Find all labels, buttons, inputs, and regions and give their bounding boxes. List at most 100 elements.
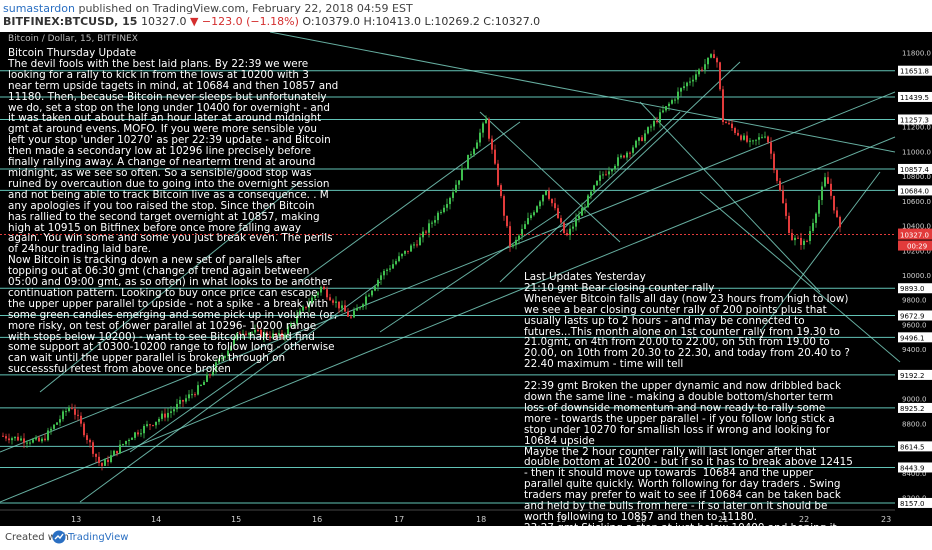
candle-body — [650, 126, 652, 128]
candle-body — [134, 432, 136, 438]
candle-body — [248, 333, 250, 335]
countdown-label: 00:29 — [907, 243, 927, 251]
y-tick-label: 10000.0 — [902, 272, 931, 280]
chart-canvas[interactable]: 11800.0 11200.0 11000.0 10800.0 10600.0 10400… — [0, 32, 932, 526]
candle-body — [707, 57, 709, 65]
candle-body — [179, 399, 181, 404]
update-note-line: 11180. Then, because Bitcoin never sleep… — [8, 90, 327, 103]
candle-body — [791, 232, 793, 241]
candle-body — [773, 153, 775, 171]
candle-body — [443, 207, 445, 213]
y-tick-label: 11800.0 — [902, 49, 931, 57]
candle-body — [587, 195, 589, 208]
tradingview-link[interactable]: TradingView — [68, 532, 129, 543]
current-price-label-bg — [898, 228, 932, 240]
yesterday-note-line: stop under 10270 for smallish loss if wr… — [524, 423, 831, 436]
trend-line — [269, 32, 896, 153]
candle-body — [308, 303, 310, 308]
candle-body — [197, 385, 199, 395]
yesterday-note-line: futures...This month alone on 1st counte… — [524, 325, 840, 338]
candle-body — [824, 177, 826, 187]
candle-body — [830, 183, 832, 196]
candle-body — [581, 208, 583, 216]
x-tick-label: 13 — [71, 515, 81, 524]
candle-body — [728, 123, 730, 125]
x-tick-label: 17 — [394, 515, 404, 524]
price-chart[interactable]: 11800.0 11200.0 11000.0 10800.0 10600.0 10400… — [0, 32, 932, 526]
update-note-line: successsful retest from above once broke… — [8, 363, 231, 376]
candle-body — [656, 120, 658, 123]
candle-body — [104, 459, 106, 466]
candle-body — [260, 329, 262, 337]
candle-body — [383, 270, 385, 276]
trend-line — [299, 121, 521, 283]
candle-body — [152, 425, 154, 427]
candle-body — [479, 132, 481, 143]
level-label: 8925.2 — [900, 405, 925, 413]
candle-body — [575, 218, 577, 227]
update-note-line: ruined by overcaution due to going into … — [8, 177, 330, 190]
trend-line — [379, 211, 561, 333]
candle-body — [293, 323, 295, 325]
candle-body — [125, 441, 127, 445]
chart-symbol-title: Bitcoin / Dollar, 15, BITFINEX — [8, 34, 138, 44]
candle-body — [605, 174, 607, 176]
candle-body — [329, 297, 331, 301]
candle-body — [644, 133, 646, 141]
candle-body — [380, 275, 382, 280]
level-label: 8157.0 — [900, 500, 925, 508]
candle-body — [503, 196, 505, 216]
candle-body — [698, 69, 700, 75]
level-label: 10857.4 — [900, 166, 929, 174]
candle-body — [371, 290, 373, 296]
level-label-bg — [898, 310, 932, 321]
update-note-line: with stops below 10200) - want to see Bi… — [8, 330, 315, 343]
candle-body — [629, 152, 631, 154]
level-label-bg — [898, 283, 932, 294]
candle-body — [185, 398, 187, 402]
candle-body — [101, 462, 103, 466]
candle-body — [785, 203, 787, 216]
x-tick-label: 18 — [476, 515, 486, 524]
candle-body — [341, 305, 343, 309]
candle-body — [437, 212, 439, 221]
candle-body — [5, 436, 7, 439]
candle-body — [680, 88, 682, 92]
candle-body — [743, 135, 745, 140]
candle-body — [131, 437, 133, 440]
candle-body — [695, 74, 697, 80]
candle-body — [113, 450, 115, 456]
trend-line — [699, 191, 901, 363]
candle-body — [578, 215, 580, 219]
candle-body — [74, 408, 76, 415]
x-tick-label: 23 — [881, 515, 891, 524]
candle-body — [515, 239, 517, 245]
candle-body — [266, 332, 268, 337]
candle-body — [713, 54, 715, 59]
last-price: 10327.0 — [140, 15, 187, 28]
level-label-bg — [898, 332, 932, 343]
candle-body — [482, 123, 484, 133]
candle-body — [302, 306, 304, 311]
yesterday-note-line: traders may prefer to wait to see if 106… — [524, 489, 841, 502]
candle-body — [662, 110, 664, 113]
level-label-bg — [898, 163, 932, 174]
author-link[interactable]: sumastardon — [3, 2, 75, 15]
candle-body — [455, 184, 457, 193]
candle-body — [422, 231, 424, 238]
candle-body — [761, 137, 763, 139]
yesterday-note-line: and held by the bulls from here - if so … — [524, 500, 828, 513]
x-tick-label: 21 — [718, 515, 728, 524]
candle-body — [404, 250, 406, 254]
candle-body — [287, 326, 289, 335]
candle-body — [626, 152, 628, 158]
yesterday-note-line: 21:10 gmt Bear closing counter rally . — [524, 281, 721, 294]
candle-body — [245, 333, 247, 335]
candle-body — [674, 99, 676, 101]
update-note-line: then made a secondary low at 10296 line … — [8, 145, 311, 158]
candle-body — [224, 356, 226, 358]
candle-body — [497, 163, 499, 186]
candle-body — [635, 140, 637, 148]
update-note-line: 05:00 and 09:00 gmt, as so often) in wha… — [8, 276, 332, 289]
update-note-line: near term upside tagets in mind, at 1068… — [8, 79, 339, 92]
